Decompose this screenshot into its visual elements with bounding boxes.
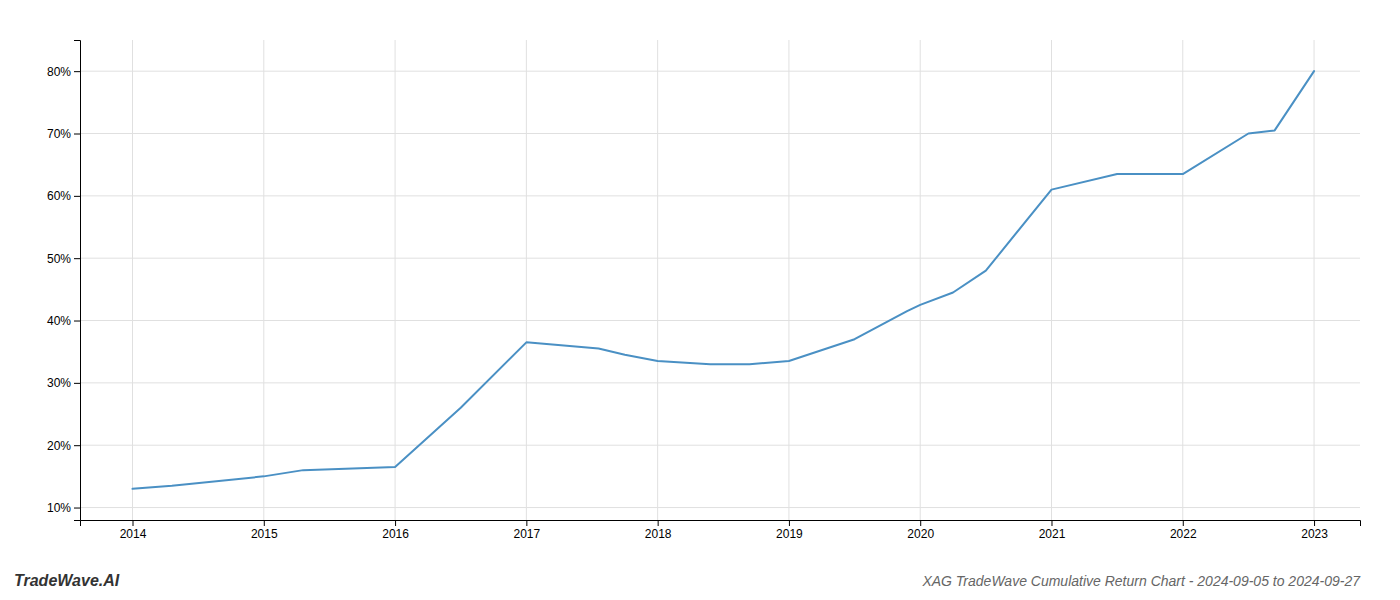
y-tick-mark: [74, 196, 80, 197]
grid: [80, 40, 1360, 520]
line: [133, 71, 1315, 489]
x-tick: 2014: [120, 520, 147, 541]
x-tick-label: 2021: [1039, 527, 1066, 541]
x-tick-label: 2018: [645, 527, 672, 541]
y-tick-mark: [74, 258, 80, 259]
x-tick: 2023: [1301, 520, 1328, 541]
x-axis-line: [81, 521, 1361, 527]
y-tick-mark: [74, 383, 80, 384]
grid-line-x: [657, 40, 658, 520]
grid-line-x: [132, 40, 133, 520]
x-tick: 2021: [1039, 520, 1066, 541]
grid-line-y: [80, 382, 1360, 383]
y-tick-label: 30%: [47, 376, 71, 390]
x-tick-mark: [658, 520, 659, 526]
x-tick-label: 2015: [251, 527, 278, 541]
x-tick: 2016: [382, 520, 409, 541]
watermark: TradeWave.AI: [14, 572, 120, 589]
grid-line-x: [1051, 40, 1052, 520]
x-tick: 2015: [251, 520, 278, 541]
marks: [133, 71, 1315, 489]
x-tick-mark: [920, 520, 921, 526]
y-tick: 80%: [47, 65, 80, 79]
x-tick: 2022: [1170, 520, 1197, 541]
y-tick-mark: [74, 508, 80, 509]
y-tick: 70%: [47, 127, 80, 141]
grid-line-y: [80, 133, 1360, 134]
y-tick-mark: [74, 71, 80, 72]
y-axis: 10% 20% 30% 40% 50% 60% 70% 80%: [47, 41, 81, 521]
grid-line-x: [1182, 40, 1183, 520]
x-tick: 2019: [776, 520, 803, 541]
y-tick-label: 80%: [47, 65, 71, 79]
y-tick: 20%: [47, 439, 80, 453]
y-tick-mark: [74, 134, 80, 135]
grid-line-x: [395, 40, 396, 520]
grid-line-y: [80, 195, 1360, 196]
x-tick-mark: [264, 520, 265, 526]
x-tick-label: 2016: [382, 527, 409, 541]
x-tick: 2018: [645, 520, 672, 541]
y-tick-mark: [74, 445, 80, 446]
chart-svg: 2014 2015 2016 2017 2018 2019 2020 2021 2022 2023…: [0, 0, 1400, 600]
x-tick-mark: [395, 520, 396, 526]
y-tick-label: 70%: [47, 127, 71, 141]
y-tick: 60%: [47, 189, 80, 203]
x-tick-mark: [1051, 520, 1052, 526]
x-axis: 2014 2015 2016 2017 2018 2019 2020 2021 2022 2023: [81, 520, 1361, 541]
y-axis-line: [74, 41, 81, 521]
grid-line-y: [80, 445, 1360, 446]
x-tick-label: 2014: [120, 527, 147, 541]
grid-line-x: [263, 40, 264, 520]
y-tick: 10%: [47, 501, 80, 515]
y-tick-label: 20%: [47, 439, 71, 453]
plot-area: 2014 2015 2016 2017 2018 2019 2020 2021 2022 2023…: [47, 40, 1361, 541]
x-tick-mark: [1183, 520, 1184, 526]
y-tick-mark: [74, 321, 80, 322]
x-tick-label: 2017: [514, 527, 541, 541]
grid-line-x: [788, 40, 789, 520]
x-tick-label: 2019: [776, 527, 803, 541]
x-tick-label: 2022: [1170, 527, 1197, 541]
y-tick-label: 50%: [47, 252, 71, 266]
x-tick-mark: [789, 520, 790, 526]
x-tick-mark: [133, 520, 134, 526]
y-tick-label: 10%: [47, 501, 71, 515]
title: XAG TradeWave Cumulative Return Chart - …: [921, 573, 1361, 589]
y-tick: 50%: [47, 252, 80, 266]
x-tick: 2020: [907, 520, 934, 541]
y-tick: 40%: [47, 314, 80, 328]
grid-line-y: [80, 507, 1360, 508]
grid-line-x: [1314, 40, 1315, 520]
x-tick-mark: [1314, 520, 1315, 526]
y-tick: 30%: [47, 376, 80, 390]
x-tick-mark: [526, 520, 527, 526]
grid-line-y: [80, 320, 1360, 321]
grid-line-y: [80, 258, 1360, 259]
x-tick: 2017: [514, 520, 541, 541]
x-tick-label: 2020: [907, 527, 934, 541]
y-tick-label: 60%: [47, 189, 71, 203]
grid-line-x: [526, 40, 527, 520]
grid-line-y: [80, 71, 1360, 72]
grid-line-x: [920, 40, 921, 520]
x-tick-label: 2023: [1301, 527, 1328, 541]
y-tick-label: 40%: [47, 314, 71, 328]
